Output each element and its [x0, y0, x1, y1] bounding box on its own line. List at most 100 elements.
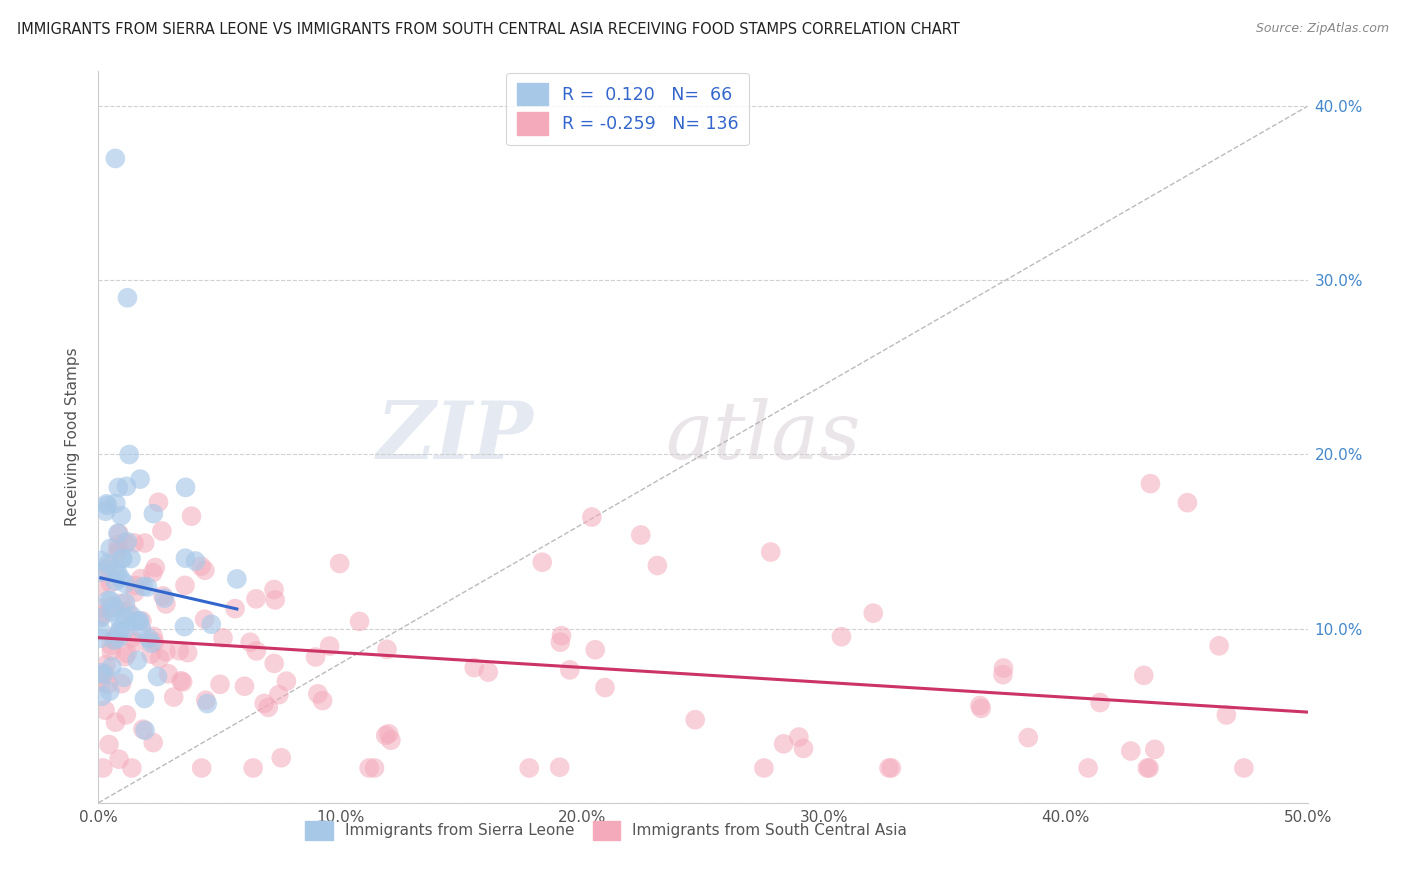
- Point: [146, 669, 169, 683]
- Point: [111, 551, 134, 566]
- Point: [155, 597, 177, 611]
- Point: [115, 707, 138, 722]
- Point: [114, 649, 136, 664]
- Point: [242, 761, 264, 775]
- Point: [142, 735, 165, 749]
- Point: [94, 703, 117, 717]
- Point: [477, 665, 499, 680]
- Point: [1119, 744, 1142, 758]
- Point: [98, 541, 121, 556]
- Point: [110, 596, 132, 610]
- Point: [304, 650, 326, 665]
- Point: [172, 674, 194, 689]
- Point: [124, 579, 146, 593]
- Point: [117, 604, 139, 618]
- Point: [463, 660, 485, 674]
- Point: [143, 635, 166, 649]
- Point: [1143, 742, 1166, 756]
- Point: [110, 676, 132, 690]
- Point: [1233, 761, 1256, 775]
- Point: [101, 659, 124, 673]
- Point: [225, 572, 247, 586]
- Point: [190, 559, 212, 574]
- Point: [267, 688, 290, 702]
- Point: [117, 291, 139, 305]
- Point: [120, 632, 142, 646]
- Point: [101, 605, 124, 619]
- Point: [96, 657, 118, 672]
- Point: [107, 538, 129, 552]
- Point: [683, 713, 706, 727]
- Point: [245, 644, 267, 658]
- Point: [359, 761, 381, 775]
- Point: [90, 624, 112, 638]
- Point: [114, 576, 136, 591]
- Point: [253, 697, 276, 711]
- Point: [131, 622, 153, 636]
- Point: [121, 761, 143, 775]
- Point: [127, 654, 149, 668]
- Point: [139, 647, 162, 661]
- Point: [110, 623, 132, 637]
- Point: [759, 545, 782, 559]
- Point: [194, 563, 217, 577]
- Point: [94, 666, 117, 681]
- Point: [1132, 668, 1154, 682]
- Point: [103, 633, 125, 648]
- Point: [120, 551, 142, 566]
- Point: [138, 632, 160, 646]
- Point: [593, 681, 616, 695]
- Point: [174, 551, 197, 566]
- Point: [263, 582, 285, 597]
- Point: [91, 607, 114, 622]
- Point: [114, 611, 136, 625]
- Point: [157, 666, 180, 681]
- Point: [792, 741, 814, 756]
- Point: [276, 674, 298, 689]
- Point: [98, 738, 121, 752]
- Text: atlas: atlas: [665, 399, 860, 475]
- Point: [1088, 696, 1111, 710]
- Point: [517, 761, 540, 775]
- Point: [117, 534, 139, 549]
- Point: [104, 496, 127, 510]
- Point: [103, 633, 125, 648]
- Point: [163, 690, 186, 704]
- Point: [239, 635, 262, 649]
- Point: [107, 543, 129, 558]
- Point: [194, 612, 217, 626]
- Point: [153, 591, 176, 606]
- Point: [993, 661, 1015, 675]
- Point: [100, 575, 122, 590]
- Point: [1077, 761, 1099, 775]
- Point: [134, 536, 156, 550]
- Point: [134, 691, 156, 706]
- Point: [184, 554, 207, 568]
- Point: [96, 499, 118, 513]
- Point: [104, 152, 127, 166]
- Point: [110, 572, 132, 586]
- Point: [380, 733, 402, 747]
- Point: [90, 690, 112, 704]
- Point: [107, 545, 129, 559]
- Point: [132, 723, 155, 737]
- Point: [108, 624, 131, 639]
- Point: [374, 728, 396, 742]
- Point: [94, 504, 117, 518]
- Point: [111, 551, 134, 566]
- Point: [787, 730, 810, 744]
- Point: [100, 644, 122, 658]
- Point: [1208, 639, 1230, 653]
- Point: [96, 497, 118, 511]
- Point: [647, 558, 669, 573]
- Point: [125, 635, 148, 649]
- Point: [548, 760, 571, 774]
- Point: [115, 647, 138, 661]
- Point: [257, 700, 280, 714]
- Point: [862, 606, 884, 620]
- Point: [1215, 708, 1237, 723]
- Point: [880, 761, 903, 775]
- Point: [581, 510, 603, 524]
- Point: [1017, 731, 1039, 745]
- Point: [110, 508, 132, 523]
